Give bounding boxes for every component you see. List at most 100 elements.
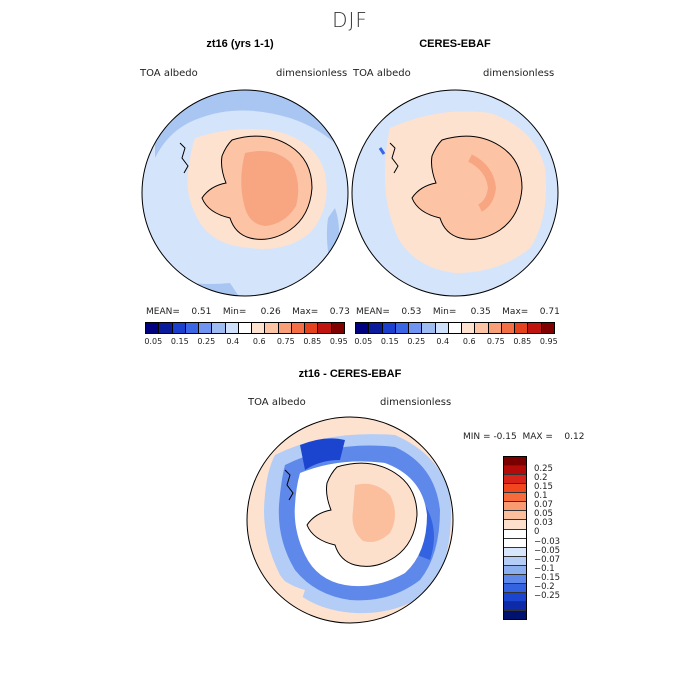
albedo-colorbar-tick-label: 0.15	[170, 337, 189, 346]
diff-colorbar-tick-label: 0.15	[534, 481, 553, 492]
albedo-colorbar-swatch	[422, 323, 436, 333]
albedo-colorbar-swatch	[501, 323, 516, 333]
diff-colorbar-swatch	[504, 565, 526, 575]
diff-colorbar-tick-label: 0.03	[534, 518, 553, 529]
albedo-colorbar-swatch	[199, 323, 213, 333]
diff-colorbar-tick-label: 0	[534, 527, 540, 538]
albedo-colorbar-swatch	[528, 323, 542, 333]
albedo-colorbar-tick-label: 0.6	[252, 337, 266, 346]
albedo-colorbar-tick-label: 0.85	[513, 337, 532, 346]
diff-colorbar-swatch	[504, 538, 526, 548]
diff-colorbar-ticks: 0.25 0.2 0.15 0.1 0.07 0.05 0.03 0 −0.03 −0.05 −0.…	[534, 456, 594, 620]
panel-2-title: CERES-EBAF	[419, 38, 491, 50]
albedo-colorbar-tick-label: 0.6	[462, 337, 476, 346]
panel-1-plateau	[241, 151, 299, 226]
diff-colorbar-swatch	[504, 574, 526, 584]
diff-colorbar-tick-label: 0.25	[534, 463, 553, 474]
albedo-colorbar-tick-label: 0.4	[436, 337, 450, 346]
panel-1-units-label: dimensionless	[276, 68, 348, 79]
albedo-colorbar-tick-label: 0.75	[276, 337, 295, 346]
albedo-colorbar-swatch	[225, 323, 239, 333]
diff-colorbar-swatch	[504, 457, 526, 467]
albedo-colorbar-tick-label: 0.95	[539, 337, 558, 346]
diff-colorbar-swatch	[504, 547, 526, 557]
albedo-colorbar-tick-label: 0.75	[486, 337, 505, 346]
diff-colorbar-swatch	[504, 556, 526, 566]
albedo-colorbar-swatch	[278, 323, 292, 333]
diff-colorbar-tick-label: −0.05	[534, 545, 561, 556]
albedo-colorbar-swatch	[305, 323, 319, 333]
diff-colorbar-tick-label: 0.05	[534, 509, 553, 520]
panel-1-colorbar-ticks: 0.05 0.15 0.25 0.4 0.6 0.75 0.85 0.95	[140, 337, 360, 346]
albedo-colorbar-tick-label: 0.85	[303, 337, 322, 346]
diff-colorbar	[503, 456, 527, 620]
panel-2-units-label: dimensionless	[483, 68, 555, 79]
diff-colorbar-swatch	[504, 475, 526, 485]
albedo-colorbar-swatch	[291, 323, 306, 333]
albedo-colorbar-swatch	[238, 323, 253, 333]
albedo-colorbar-swatch	[356, 323, 370, 333]
diff-panel-polar-map	[246, 416, 454, 624]
albedo-colorbar-tick-label: 0.4	[226, 337, 240, 346]
diff-colorbar-swatch	[504, 529, 526, 539]
albedo-colorbar-swatch	[488, 323, 502, 333]
diff-panel-title: zt16 - CERES-EBAF	[298, 368, 402, 380]
diff-colorbar-tick-label: 0.1	[534, 491, 548, 501]
diff-colorbar-swatch	[504, 592, 526, 602]
albedo-colorbar-swatch	[435, 323, 449, 333]
diff-colorbar-swatch	[504, 466, 526, 476]
diff-colorbar-swatch	[504, 602, 526, 612]
albedo-colorbar-swatch	[462, 323, 476, 333]
diff-panel-variable-label: TOA albedo	[248, 397, 306, 408]
diff-panel-units-label: dimensionless	[380, 397, 452, 408]
diff-colorbar-tick-label: −0.25	[534, 591, 561, 602]
panel-2-polar-map	[351, 89, 559, 297]
albedo-colorbar-swatch	[265, 323, 279, 333]
diff-colorbar-tick-label: −0.15	[534, 573, 561, 583]
albedo-colorbar-swatch	[475, 323, 489, 333]
albedo-colorbar-swatch	[448, 323, 463, 333]
albedo-colorbar-swatch	[409, 323, 423, 333]
panel-1-polar-map	[141, 89, 349, 297]
panel-1-high-albedo-band	[155, 90, 340, 158]
diff-colorbar-tick-label: −0.07	[534, 554, 561, 565]
diff-colorbar-swatch	[504, 502, 526, 512]
figure-title: DJF	[332, 8, 368, 32]
albedo-colorbar-tick-label: 0.25	[407, 337, 426, 346]
albedo-colorbar-swatch	[146, 323, 160, 333]
panel-1-variable-label: TOA albedo	[140, 68, 198, 79]
panel-2-variable-label: TOA albedo	[353, 68, 411, 79]
diff-colorbar-swatch	[504, 583, 526, 593]
panel-2-stats: MEAN= 0.53 Min= 0.35 Max= 0.71	[356, 307, 560, 317]
diff-colorbar-tick-label: 0.07	[534, 500, 553, 511]
albedo-colorbar-tick-label: 0.95	[329, 337, 348, 346]
albedo-colorbar-swatch	[515, 323, 529, 333]
panel-1-colorbar	[145, 322, 345, 334]
albedo-colorbar-swatch	[382, 323, 396, 333]
diff-colorbar-tick-label: −0.1	[534, 563, 555, 574]
albedo-colorbar-swatch	[185, 323, 200, 333]
diff-colorbar-tick-label: −0.2	[534, 582, 555, 593]
diff-colorbar-tick-label: −0.03	[534, 536, 561, 547]
albedo-colorbar-swatch	[172, 323, 186, 333]
panel-1-title: zt16 (yrs 1-1)	[206, 38, 274, 50]
albedo-colorbar-swatch	[212, 323, 226, 333]
diff-colorbar-tick-label: 0.2	[534, 472, 548, 483]
albedo-colorbar-swatch	[395, 323, 410, 333]
albedo-colorbar-tick-label: 0.05	[354, 337, 373, 346]
diff-colorbar-swatch	[504, 511, 526, 521]
diff-colorbar-swatch	[504, 484, 526, 494]
diff-colorbar-swatch	[504, 611, 526, 620]
albedo-colorbar-swatch	[252, 323, 266, 333]
albedo-colorbar-swatch	[541, 323, 554, 333]
albedo-colorbar-swatch	[318, 323, 332, 333]
diff-colorbar-swatch	[504, 520, 526, 530]
diff-panel-stats: MIN = -0.15 MAX = 0.12	[463, 432, 585, 442]
albedo-colorbar-tick-label: 0.05	[144, 337, 163, 346]
panel-2-colorbar-ticks: 0.05 0.15 0.25 0.4 0.6 0.75 0.85 0.95	[350, 337, 570, 346]
albedo-colorbar-tick-label: 0.25	[197, 337, 216, 346]
albedo-colorbar-swatch	[159, 323, 173, 333]
albedo-colorbar-swatch	[331, 323, 344, 333]
panel-2-antarctica	[411, 135, 523, 240]
albedo-colorbar-swatch	[369, 323, 383, 333]
